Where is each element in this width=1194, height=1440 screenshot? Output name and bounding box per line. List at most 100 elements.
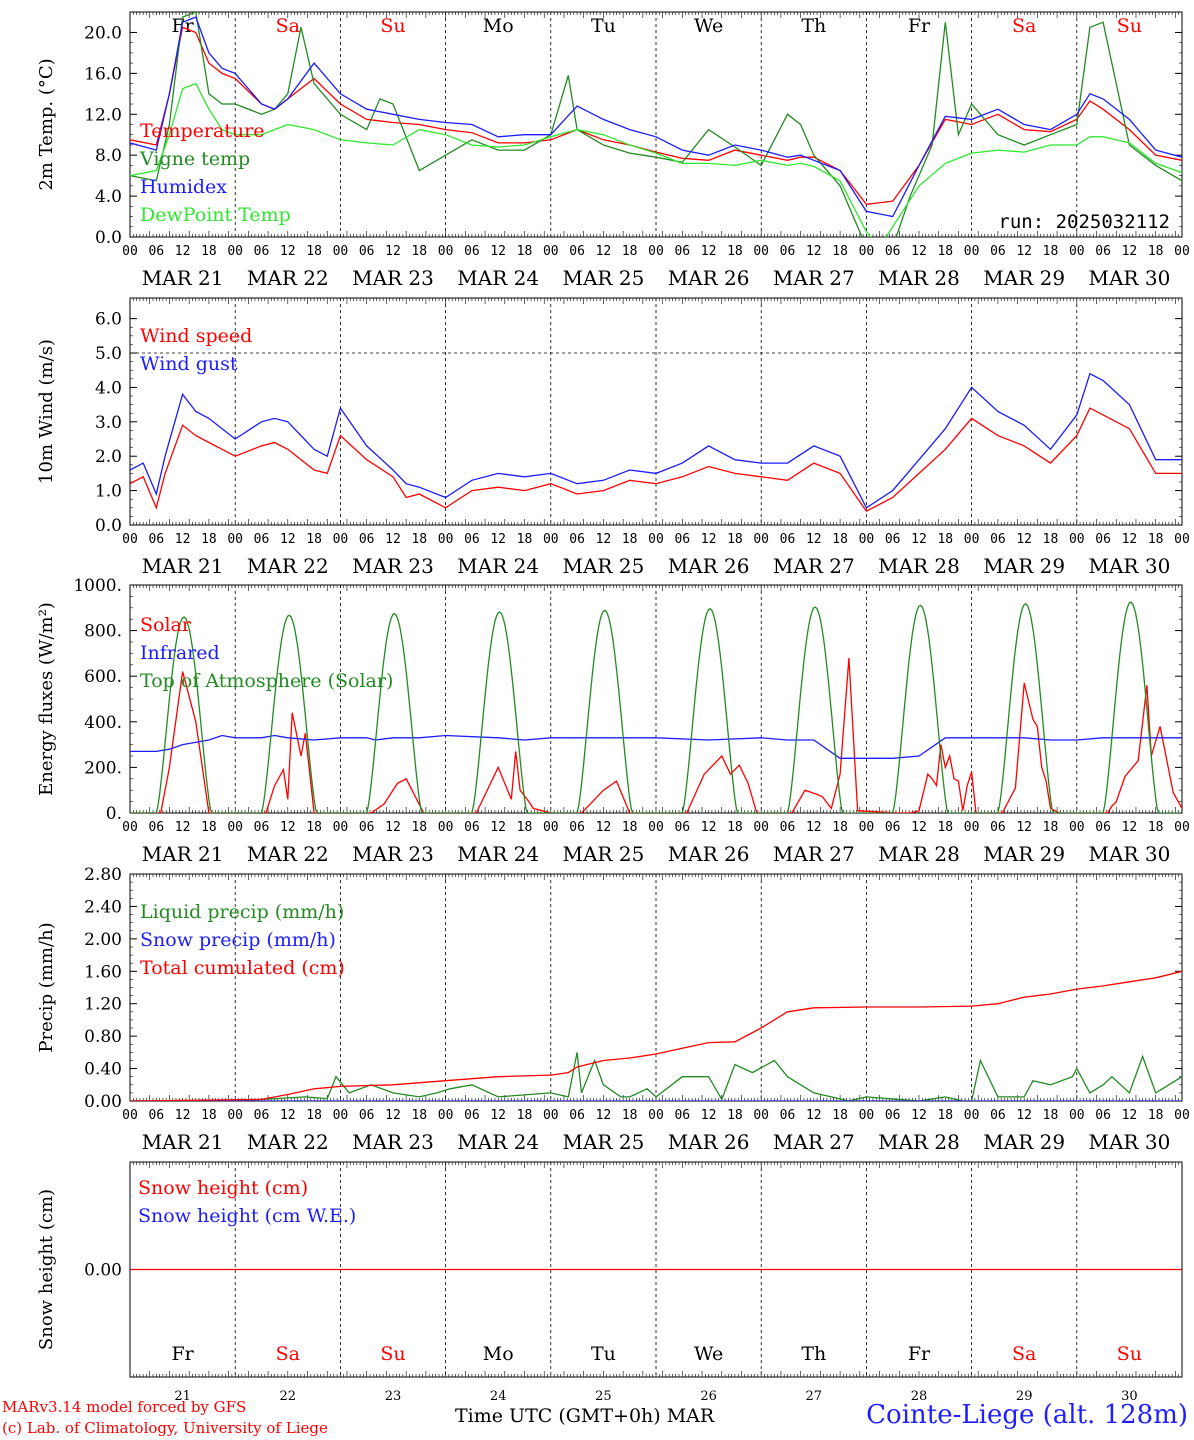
y-tick-label: 12.0 — [84, 105, 122, 125]
hour-tick-label: 06 — [674, 244, 690, 259]
day-of-week-label: Su — [1117, 1343, 1142, 1365]
hour-tick-label: 12 — [1122, 820, 1138, 835]
legend-entry: Solar — [140, 614, 192, 636]
day-of-week-label: Su — [380, 15, 405, 37]
hour-tick-label: 12 — [701, 244, 717, 259]
hour-tick-label: 06 — [780, 532, 796, 547]
day-number-label: 30 — [1121, 1389, 1138, 1400]
hour-tick-label: 18 — [622, 820, 638, 835]
station-name: Cointe-Liege (alt. 128m) — [866, 1400, 1188, 1430]
hour-tick-label: 00 — [1174, 1108, 1190, 1123]
day-of-week-label: Th — [801, 15, 826, 37]
hour-tick-label: 00 — [1069, 1108, 1085, 1123]
hour-tick-label: 12 — [385, 532, 401, 547]
date-label: MAR 29 — [983, 1130, 1065, 1154]
date-label: MAR 30 — [1089, 266, 1171, 290]
y-tick-label: 5.0 — [95, 344, 122, 364]
hour-tick-label: 12 — [911, 244, 927, 259]
legend-entry: Snow height (cm W.E.) — [138, 1205, 356, 1227]
hour-tick-label: 00 — [859, 532, 875, 547]
hour-tick-label: 18 — [937, 820, 953, 835]
meteogram: 0.0 4.0 8.0 12.0 16.0 20.0 2m Temp. (°C) 00 06 12… — [36, 11, 1190, 1400]
hour-tick-label: 12 — [490, 244, 506, 259]
hour-tick-label: 00 — [227, 1108, 243, 1123]
hour-tick-label: 06 — [990, 1108, 1006, 1123]
hour-tick-label: 00 — [543, 244, 559, 259]
legend-entry: Wind gust — [140, 353, 238, 375]
hour-tick-label: 00 — [227, 244, 243, 259]
hour-tick-label: 00 — [753, 1108, 769, 1123]
hour-tick-label: 18 — [937, 532, 953, 547]
hour-tick-label: 12 — [280, 532, 296, 547]
legend-entry: Vigne temp — [139, 148, 250, 170]
hour-tick-label: 00 — [438, 820, 454, 835]
hour-tick-label: 12 — [1122, 244, 1138, 259]
y-tick-label: 4.0 — [95, 378, 122, 398]
wind-y-axis-label: 10m Wind (m/s) — [36, 339, 57, 484]
hour-tick-label: 00 — [333, 244, 349, 259]
hour-tick-label: 12 — [175, 1108, 191, 1123]
hour-tick-label: 00 — [753, 244, 769, 259]
legend-entry: Total cumulated (cm) — [140, 957, 345, 979]
hour-tick-label: 18 — [832, 244, 848, 259]
hour-tick-label: 00 — [1174, 244, 1190, 259]
hour-tick-label: 06 — [148, 244, 164, 259]
hour-tick-label: 18 — [517, 244, 533, 259]
date-label: MAR 21 — [142, 1130, 224, 1154]
hour-tick-label: 06 — [1095, 532, 1111, 547]
hour-tick-label: 00 — [1069, 820, 1085, 835]
hour-tick-label: 00 — [753, 532, 769, 547]
hour-tick-label: 18 — [622, 532, 638, 547]
hour-tick-label: 18 — [727, 532, 743, 547]
hour-tick-label: 06 — [885, 532, 901, 547]
hour-tick-label: 06 — [464, 1108, 480, 1123]
hour-tick-label: 12 — [911, 1108, 927, 1123]
legend-entry: Temperature — [140, 120, 264, 142]
hour-tick-label: 12 — [806, 532, 822, 547]
hour-tick-label: 12 — [175, 820, 191, 835]
y-tick-label: 800. — [84, 622, 122, 642]
y-tick-label: 2.0 — [95, 447, 122, 467]
date-label: MAR 22 — [247, 842, 329, 866]
hour-tick-label: 00 — [859, 1108, 875, 1123]
hour-tick-label: 12 — [385, 1108, 401, 1123]
snow-panel: 0.00 Snow height (cm) 21 22 23 24 25 26 27 28 29 30… — [36, 1161, 1183, 1400]
y-tick-label: 400. — [84, 713, 122, 733]
date-label: MAR 28 — [878, 1130, 960, 1154]
hour-tick-label: 18 — [517, 1108, 533, 1123]
day-of-week-label: Tu — [591, 15, 616, 37]
y-tick-label: 6.0 — [95, 310, 122, 330]
date-label: MAR 21 — [142, 842, 224, 866]
date-label: MAR 23 — [352, 266, 434, 290]
hour-tick-label: 06 — [1095, 244, 1111, 259]
hour-tick-label: 00 — [964, 244, 980, 259]
date-label: MAR 29 — [983, 842, 1065, 866]
hour-tick-label: 18 — [201, 532, 217, 547]
hour-tick-label: 06 — [148, 820, 164, 835]
date-label: MAR 27 — [773, 842, 855, 866]
y-tick-label: 0.00 — [84, 1092, 122, 1112]
day-of-week-label: Sa — [1012, 15, 1036, 37]
day-number-label: 25 — [595, 1389, 612, 1400]
hour-tick-label: 06 — [359, 244, 375, 259]
hour-tick-label: 00 — [438, 244, 454, 259]
legend-entry: Humidex — [140, 176, 227, 198]
hour-tick-label: 00 — [964, 820, 980, 835]
day-of-week-label: Su — [380, 1343, 405, 1365]
hour-tick-label: 18 — [411, 820, 427, 835]
hour-tick-label: 18 — [1043, 820, 1059, 835]
model-credit: MARv3.14 model forced by GFS — [2, 1398, 247, 1416]
y-tick-label: 0.00 — [84, 1261, 122, 1281]
day-number-label: 28 — [911, 1389, 928, 1400]
hour-tick-label: 00 — [1069, 532, 1085, 547]
day-of-week-label: Sa — [276, 1343, 300, 1365]
hour-tick-label: 00 — [122, 1108, 138, 1123]
y-tick-label: 2.00 — [84, 930, 122, 950]
hour-tick-label: 18 — [937, 244, 953, 259]
hour-tick-label: 12 — [596, 532, 612, 547]
hour-tick-label: 06 — [674, 820, 690, 835]
hour-tick-label: 00 — [1174, 820, 1190, 835]
day-number-label: 29 — [1016, 1389, 1033, 1400]
hour-tick-label: 18 — [832, 1108, 848, 1123]
hour-tick-label: 12 — [1122, 1108, 1138, 1123]
